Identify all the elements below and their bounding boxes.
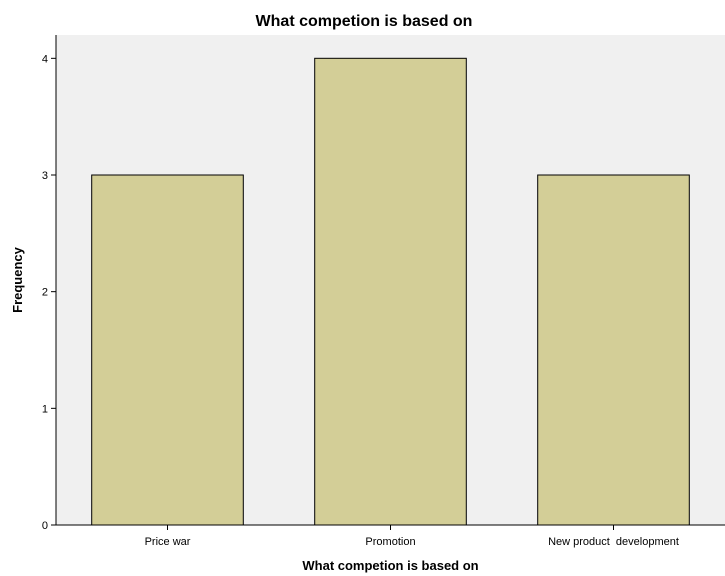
y-tick-label-1: 1: [42, 403, 48, 415]
x-tick-label-0: Price war: [145, 536, 191, 548]
bars-group: [91, 57, 690, 526]
x-tick-label-2: New product development: [548, 536, 679, 548]
chart-title: What competion is based on: [256, 13, 473, 30]
x-tick-label-1: Promotion: [365, 536, 415, 548]
y-tick-label-0: 0: [42, 520, 48, 532]
y-tick-label-4: 4: [42, 53, 48, 65]
x-axis-title: What competion is based on: [302, 558, 478, 573]
y-tick-label-3: 3: [42, 170, 48, 182]
axes-group: 0 1 2 3 4 Price war Promotion New product devel…: [42, 35, 725, 548]
bar-2: [537, 174, 690, 526]
y-tick-label-2: 2: [42, 287, 48, 299]
y-axis-title: Frequency: [10, 246, 25, 313]
bar-0: [91, 174, 244, 526]
bar-1: [314, 57, 467, 526]
